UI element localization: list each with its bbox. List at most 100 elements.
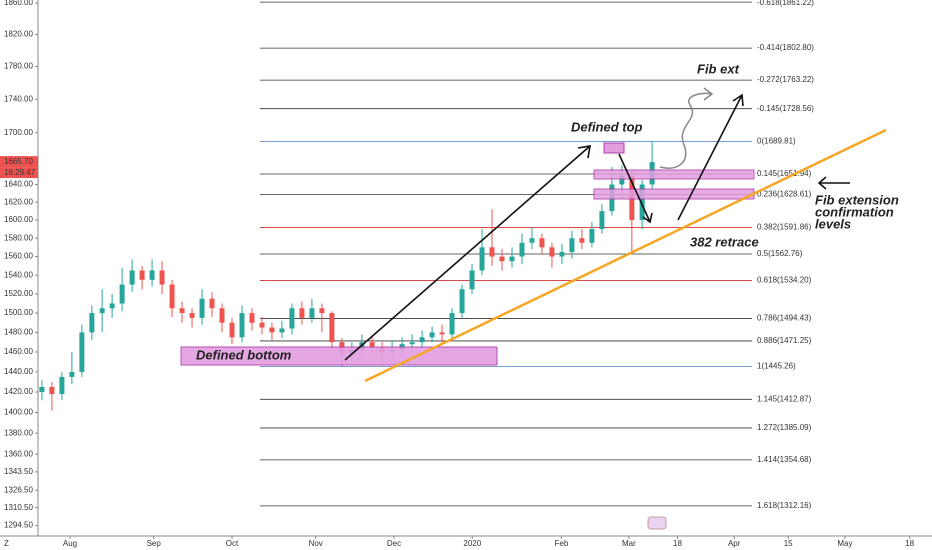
y-tick-label: 1360.00: [4, 449, 33, 458]
y-tick-label: 1700.00: [4, 128, 33, 137]
fib-label: 1.272(1385.09): [757, 423, 812, 432]
logo-shape: [647, 516, 667, 530]
y-tick-label: 1620.00: [4, 197, 33, 206]
candle-body: [469, 270, 475, 290]
last-price-box: [0, 156, 38, 168]
x-tick-label: 2020: [463, 539, 481, 548]
arrow-head: [732, 93, 744, 107]
y-tick-label: 1440.00: [4, 367, 33, 376]
candle-body: [319, 308, 325, 314]
arrow: [677, 94, 743, 221]
candle-body: [519, 242, 525, 257]
y-tick-label: 1343.50: [4, 467, 33, 476]
y-tick-label: 1860.00: [4, 0, 33, 7]
candle-body: [639, 184, 645, 221]
candle-body: [599, 211, 605, 230]
fib-label: -0.618(1861.22): [757, 0, 814, 7]
candle-body: [559, 251, 565, 257]
arrow: [344, 145, 591, 361]
x-tick-label: Feb: [554, 539, 568, 548]
candle-body: [269, 327, 275, 333]
fib-label: 0.236(1628.61): [757, 190, 812, 199]
candle-body: [439, 332, 445, 335]
candle-body: [279, 328, 285, 333]
y-tick-label: 1460.00: [4, 347, 33, 356]
x-tick-label: May: [837, 539, 852, 548]
candle-body: [249, 313, 255, 323]
candle-body: [149, 270, 155, 280]
corner-label: Z: [4, 539, 9, 548]
fib-label: 0.886(1471.25): [757, 336, 812, 345]
candle-body: [89, 313, 95, 333]
candle-body: [169, 284, 175, 309]
x-tick-label: Apr: [728, 539, 741, 548]
candle-body: [369, 342, 375, 348]
y-tick-label: 1520.00: [4, 289, 33, 298]
candle-body: [299, 308, 305, 318]
y-tick-label: 1600.00: [4, 215, 33, 224]
candle-body: [139, 270, 145, 280]
annotation: Defined bottom: [196, 347, 292, 362]
candle-body: [589, 229, 595, 243]
y-tick-label: 1820.00: [4, 30, 33, 39]
arrow-head: [577, 145, 591, 159]
candle-body: [499, 256, 505, 262]
arrow-head: [642, 212, 653, 224]
bottom-zone: [180, 346, 498, 366]
x-tick-label: Nov: [309, 539, 323, 548]
candle-body: [79, 332, 85, 372]
candle-body: [579, 238, 585, 243]
fib-label: 0.5(1562.76): [757, 249, 803, 258]
fib-label: 0.145(1651.94): [757, 169, 812, 178]
candle-body: [189, 313, 195, 318]
trend-line: [364, 128, 887, 383]
candle-body: [539, 238, 545, 248]
candle-body: [239, 313, 245, 338]
candle-body: [449, 313, 455, 335]
candle-body: [409, 342, 415, 345]
x-tick-label: Aug: [63, 539, 77, 548]
candle-body: [619, 175, 625, 185]
fib-label: 1.414(1354.68): [757, 455, 812, 464]
y-tick-label: 1294.50: [4, 520, 33, 529]
time-axis-bg: [38, 536, 932, 550]
y-tick-label: 1560.00: [4, 252, 33, 261]
y-tick-label: 1310.50: [4, 503, 33, 512]
squiggle-arrow: [659, 92, 713, 169]
candle-body: [549, 247, 555, 257]
fib-label: 1.618(1312.16): [757, 501, 812, 510]
candle-body: [479, 247, 485, 271]
arrow-head: [817, 176, 827, 190]
candle-body: [129, 270, 135, 285]
annotation: levels: [815, 216, 851, 231]
y-tick-label: 1326.50: [4, 485, 33, 494]
candle-body: [209, 298, 215, 309]
axes: 1860.00 1820.00 1780.00 1740.00 1700.00 1640.…: [0, 0, 915, 548]
candle-body: [229, 322, 235, 338]
arrows: [344, 93, 850, 361]
candle-body: [419, 337, 425, 343]
fib-label: -0.145(1728.56): [757, 104, 814, 113]
candle-body: [309, 308, 315, 318]
annotation: Fib ext: [697, 61, 740, 76]
fib-label: -0.414(1802.80): [757, 43, 814, 52]
annotations: Fib ext Defined top 382 retrace Defined bot…: [196, 61, 899, 362]
candle-body: [109, 303, 115, 309]
logo: [647, 516, 667, 530]
y-tick-label: 1480.00: [4, 328, 33, 337]
fib-levels: -0.618(1861.22) -0.414(1802.80) -0.272(176…: [260, 0, 814, 510]
y-tick-label: 1380.00: [4, 428, 33, 437]
x-tick-label: Oct: [226, 539, 239, 548]
candle-body: [219, 308, 225, 323]
candle-body: [49, 386, 55, 395]
y-tick-label: 1420.00: [4, 387, 33, 396]
annotation: 382 retrace: [690, 234, 759, 249]
x-tick-label: Dec: [387, 539, 401, 548]
y-tick-label: 1780.00: [4, 62, 33, 71]
candle-body: [459, 289, 465, 314]
candle-body: [329, 313, 335, 343]
annotation: confirmation: [815, 204, 894, 219]
price-axis-bg: [0, 0, 38, 550]
candle-body: [69, 371, 75, 377]
